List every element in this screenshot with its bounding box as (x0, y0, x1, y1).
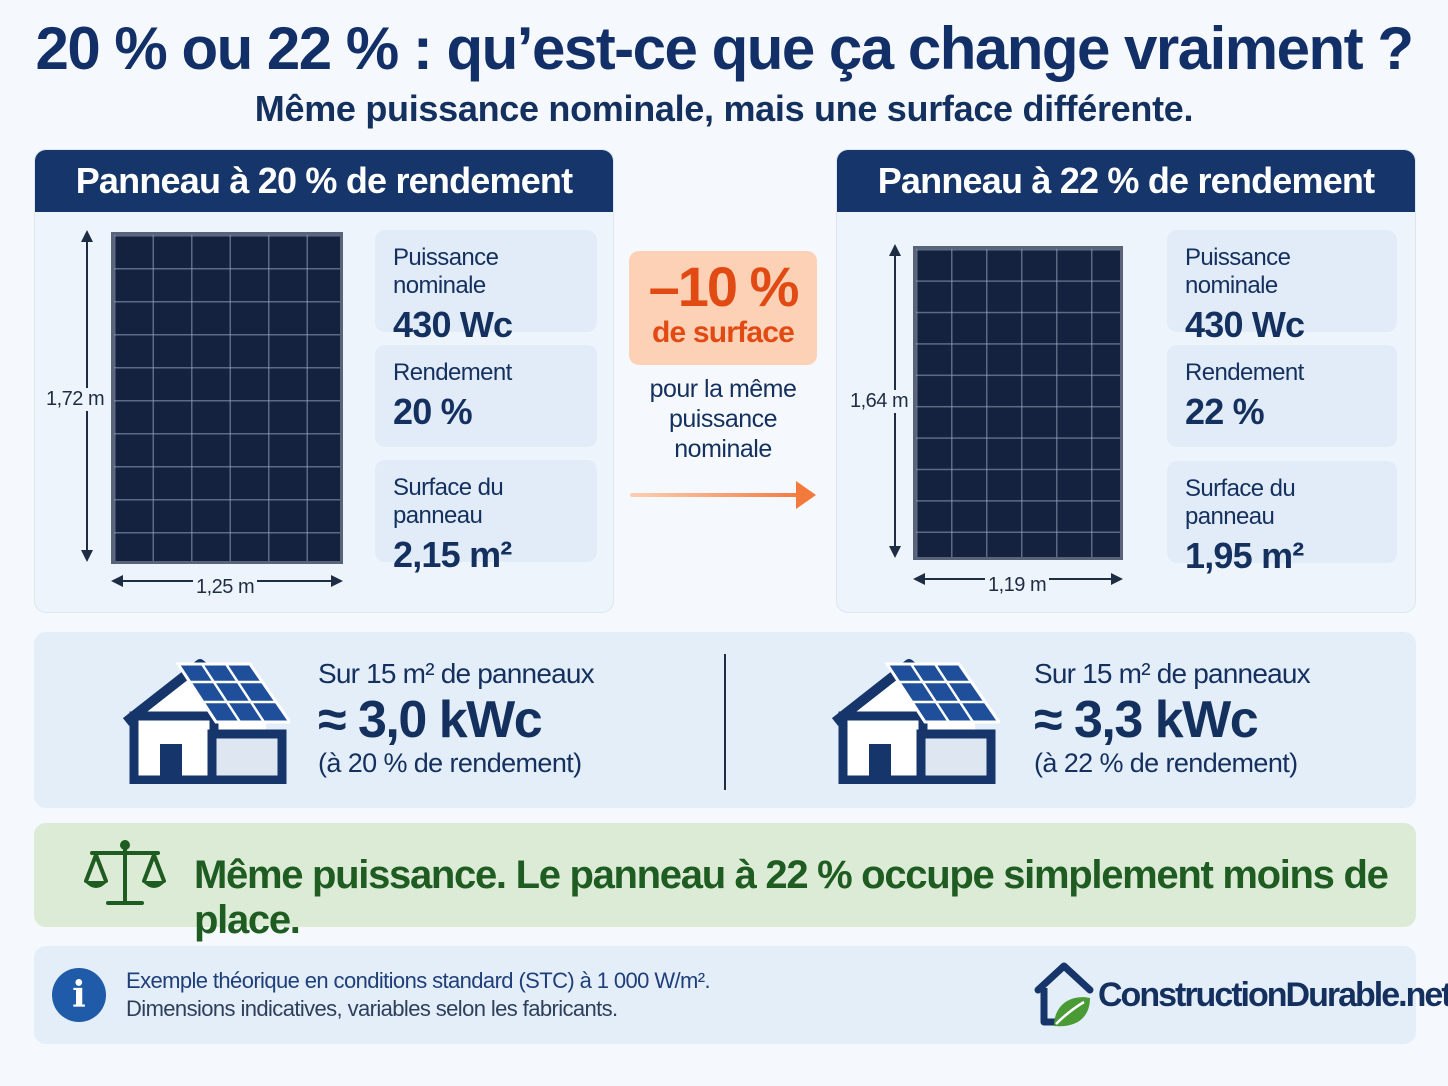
stat-label: Puissance nominale (393, 244, 499, 299)
arrow-right-icon (1111, 573, 1123, 585)
divider (724, 654, 726, 790)
roof-power-value: ≈ 3,0 kWc (318, 691, 543, 749)
stat-label: Puissance nominale (1185, 244, 1291, 299)
arrow-head-icon (796, 481, 816, 509)
page-subtitle: Même puissance nominale, mais une surfac… (254, 88, 1194, 129)
roof-power-value: ≈ 3,3 kWc (1034, 691, 1259, 749)
roof-area-label: Sur 15 m² de panneaux (318, 658, 595, 689)
surface-reduction-badge: –10 % de surface (629, 251, 817, 365)
arrow-down-icon (81, 550, 93, 562)
stat-value: 20 % (393, 391, 473, 432)
panel-card-title: Panneau à 20 % de rendement (35, 150, 613, 212)
footer: i Exemple théorique en conditions standa… (34, 946, 1448, 1044)
roof-area-label: Sur 15 m² de panneaux (1034, 658, 1311, 689)
arrow-right-icon (630, 493, 802, 497)
stat-value: 2,15 m² (393, 534, 512, 575)
solar-panel-image (913, 246, 1123, 560)
comparison-note-line: pour la même (649, 375, 797, 403)
panel-card-20: Panneau à 20 % de rendement 1,72 m 1,25 … (34, 149, 614, 613)
info-icon: i (52, 968, 106, 1022)
house-solar-roof-icon (122, 659, 290, 784)
panel-card-22: Panneau à 22 % de rendement 1,64 m 1,19 … (836, 149, 1416, 613)
stat-efficiency: Rendement 20 % (375, 345, 597, 447)
stat-efficiency: Rendement 22 % (1167, 345, 1397, 447)
balance-scale-icon (84, 840, 166, 905)
arrow-left-icon (111, 575, 123, 587)
arrow-left-icon (913, 573, 925, 585)
panel-height-label: 1,64 m (847, 390, 912, 413)
stat-value: 430 Wc (393, 304, 513, 345)
panel-card-title: Panneau à 22 % de rendement (837, 150, 1415, 212)
stat-value: 430 Wc (1185, 304, 1305, 345)
page-title: 20 % ou 22 % : qu’est-ce que ça change v… (35, 15, 1414, 82)
arrow-down-icon (889, 546, 901, 558)
panel-width-label: 1,25 m (193, 576, 258, 599)
panel-width-label: 1,19 m (985, 574, 1050, 597)
stat-label: Rendement (1185, 359, 1304, 386)
roof-comparison: Sur 15 m² de panneaux ≈ 3,0 kWc (à 20 % … (34, 632, 1416, 808)
roof-efficiency-note: (à 20 % de rendement) (318, 748, 582, 778)
panel-height-label: 1,72 m (43, 388, 108, 411)
stat-power: Puissance nominale 430 Wc (375, 230, 597, 345)
comparison-note-line: puissance (668, 405, 778, 433)
stat-surface: Surface du panneau 1,95 m² (1167, 461, 1397, 576)
roof-efficiency-note: (à 22 % de rendement) (1034, 748, 1298, 778)
stat-label: Surface du panneau (1185, 475, 1296, 530)
roof-result-20: Sur 15 m² de panneaux ≈ 3,0 kWc (à 20 % … (318, 658, 595, 779)
stat-value: 22 % (1185, 391, 1265, 432)
stat-value: 1,95 m² (1185, 535, 1304, 576)
reduction-label: de surface (651, 316, 795, 349)
comparison-note-line: nominale (674, 435, 772, 463)
stat-power: Puissance nominale 430 Wc (1167, 230, 1397, 345)
arrow-up-icon (81, 230, 93, 242)
comparison-note: pour la même puissance nominale (620, 374, 826, 464)
arrow-up-icon (889, 244, 901, 256)
stat-surface: Surface du panneau 2,15 m² (375, 460, 597, 575)
reduction-percent: –10 % (648, 255, 800, 318)
conclusion-text: Même puissance. Le panneau à 22 % occupe… (194, 853, 1389, 942)
house-solar-roof-icon (831, 659, 1000, 784)
solar-panel-image (111, 232, 343, 564)
roof-result-22: Sur 15 m² de panneaux ≈ 3,3 kWc (à 22 % … (1034, 658, 1311, 779)
arrow-right-icon (331, 575, 343, 587)
house-leaf-logo-icon (1034, 962, 1094, 1027)
footer-note-dimensions: Dimensions indicatives, variables selon … (126, 996, 618, 1021)
stat-label: Rendement (393, 359, 512, 386)
brand-name: ConstructionDurable.net (1098, 976, 1448, 1014)
conclusion-banner: Même puissance. Le panneau à 22 % occupe… (34, 823, 1416, 942)
footer-note-stc: Exemple théorique en conditions standard… (126, 968, 711, 993)
stat-label: Surface du panneau (393, 474, 504, 529)
